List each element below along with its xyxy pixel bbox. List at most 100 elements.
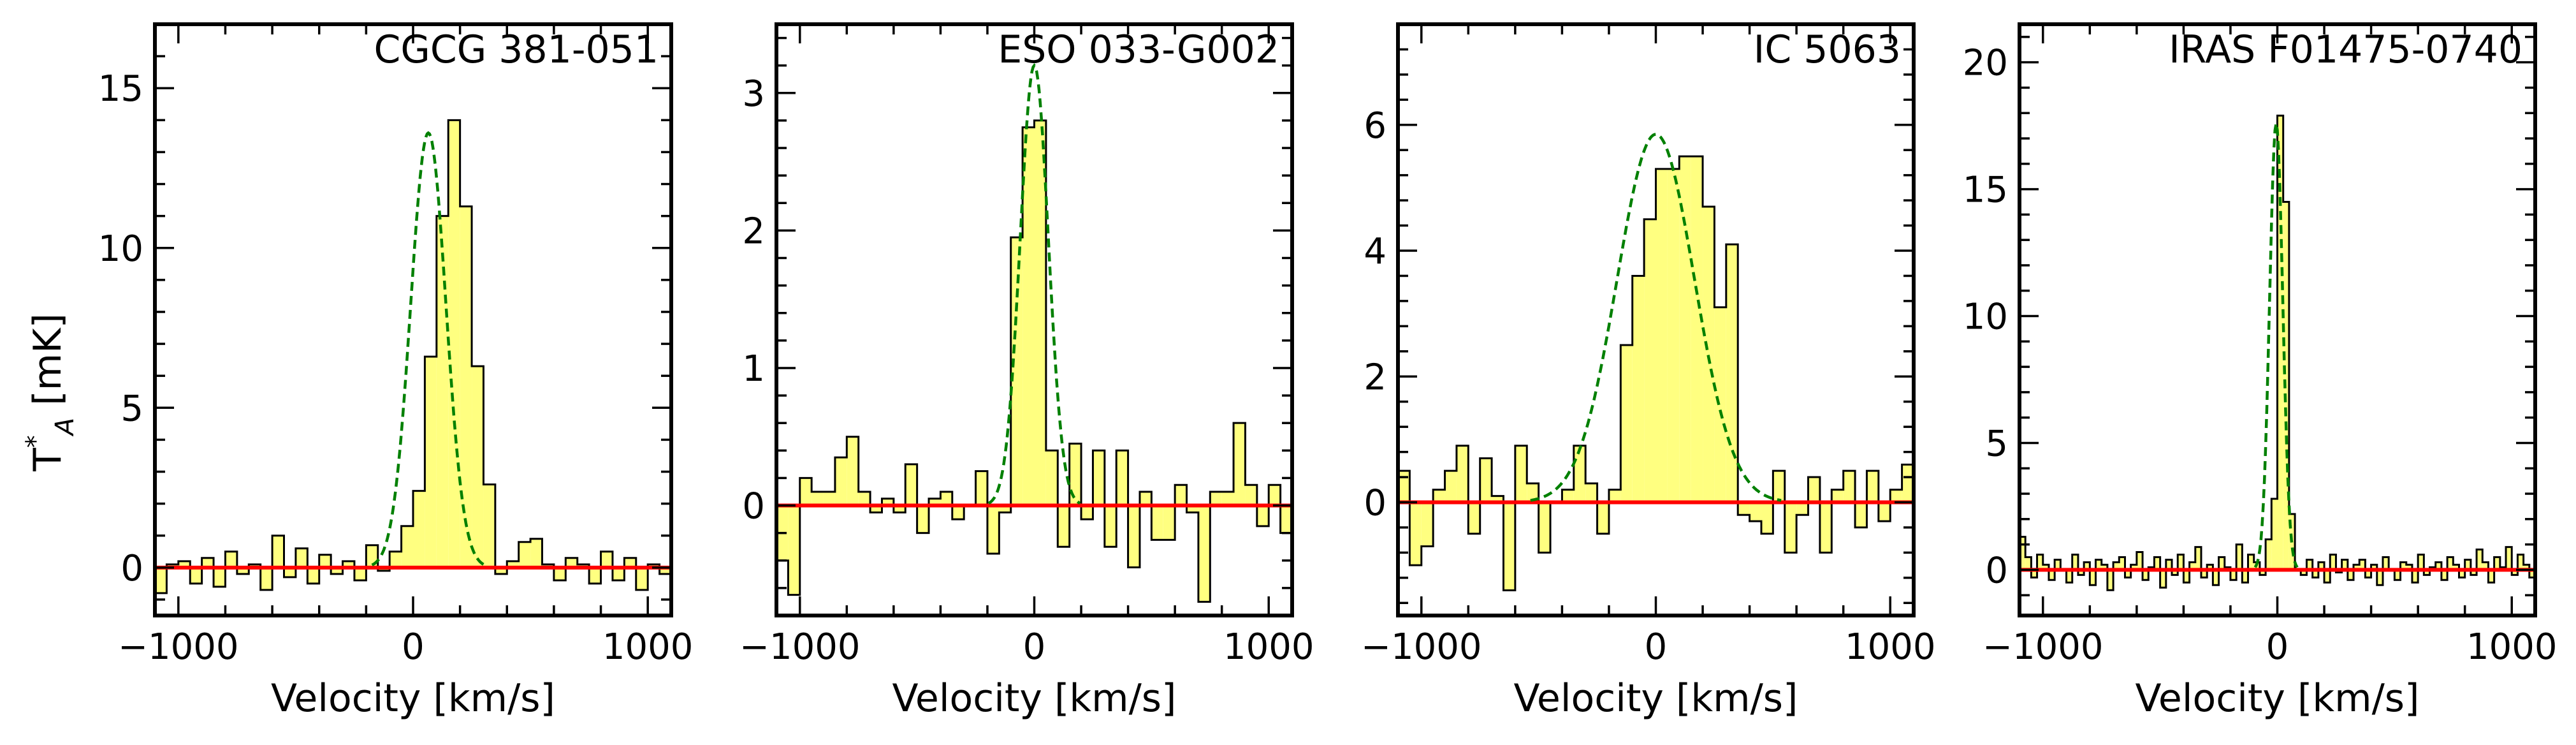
spectrum-bar bbox=[413, 491, 425, 568]
spectrum-bar bbox=[2359, 559, 2366, 570]
spectrum-bar bbox=[2183, 570, 2190, 583]
spectrum-bar bbox=[472, 366, 484, 568]
y-ticks bbox=[1398, 23, 1914, 605]
spectrum-bar bbox=[2324, 570, 2331, 583]
gaussian-fit-line bbox=[987, 63, 1081, 505]
x-axis-label: Velocity [km/s] bbox=[2136, 676, 2420, 721]
plot-area bbox=[776, 63, 1292, 603]
spectrum-bar bbox=[307, 567, 319, 584]
spectrum-bar bbox=[565, 557, 578, 568]
spectrum-bar bbox=[1444, 471, 1457, 503]
x-tick-label: 1000 bbox=[1223, 626, 1314, 668]
spectrum-bar bbox=[2107, 570, 2114, 591]
spectrum-bar bbox=[518, 542, 531, 568]
x-axis-label: Velocity [km/s] bbox=[1514, 676, 1798, 721]
spectrum-bar bbox=[295, 548, 308, 568]
spectrum-bar bbox=[1644, 219, 1656, 503]
y-ticks bbox=[776, 36, 1292, 617]
spectrum-bar bbox=[2143, 570, 2149, 580]
y-tick-label: 20 bbox=[1963, 43, 2008, 84]
spectrum-bar bbox=[1128, 505, 1140, 568]
spectrum-bar bbox=[1069, 443, 1082, 506]
spectrum-bar bbox=[1632, 276, 1645, 503]
x-ticks bbox=[2042, 24, 2513, 616]
y-ticks bbox=[2019, 36, 2535, 596]
spectrum-bar bbox=[2523, 564, 2529, 570]
y-tick-label: 0 bbox=[1985, 550, 2008, 591]
spectrum-bar bbox=[1608, 489, 1621, 503]
spectrum-bar bbox=[553, 567, 566, 580]
spectrum-bar bbox=[2418, 554, 2424, 570]
spectrum-bar bbox=[1773, 471, 1785, 503]
spectrum-bar bbox=[2160, 570, 2166, 588]
spectrum-bar bbox=[1198, 505, 1211, 602]
spectrum-bar bbox=[2488, 570, 2494, 583]
spectrum-bar bbox=[1538, 502, 1551, 553]
spectrum-bar bbox=[2236, 544, 2243, 570]
spectrum-bar bbox=[2318, 562, 2325, 570]
spectrum-bar bbox=[893, 505, 906, 513]
spectrum-bar bbox=[2354, 564, 2360, 570]
panel-1: −1000 0 1000 0 5 10 15 CGCG 381-051 Velocity [km… bbox=[98, 22, 693, 721]
spectrum-bar bbox=[1269, 485, 1281, 506]
spectrum-bar bbox=[788, 505, 800, 595]
y-tick-label: 5 bbox=[1985, 423, 2008, 464]
spectrum-bar bbox=[905, 464, 917, 506]
spectrum-bar bbox=[2207, 564, 2213, 570]
spectrum-bar bbox=[2055, 559, 2061, 570]
panel-4: −1000 0 1000 0 5 10 15 20 IRAS F01475-0740 Veloci… bbox=[1963, 22, 2557, 721]
spectrum-bar bbox=[2078, 570, 2085, 575]
spectrum-bar bbox=[847, 436, 859, 506]
spectrum-bar bbox=[1691, 156, 1703, 503]
spectrum-bar bbox=[190, 567, 202, 584]
spectrum-bar bbox=[2470, 570, 2477, 575]
spectrum-bar bbox=[1210, 491, 1222, 506]
plot-area bbox=[155, 119, 671, 594]
spectrum-bar bbox=[319, 554, 331, 568]
plot-area bbox=[2019, 114, 2535, 591]
spectrum-bar bbox=[2042, 564, 2049, 570]
y-tick-label: 3 bbox=[742, 73, 765, 115]
spectrum-bar bbox=[1527, 483, 1539, 503]
spectrum-bar bbox=[342, 561, 354, 568]
spectrum-bar bbox=[1831, 489, 1844, 503]
spectrum-bar bbox=[1045, 450, 1058, 506]
x-ticks bbox=[799, 24, 1270, 616]
spectrum-bar bbox=[2512, 570, 2518, 575]
x-tick-label: −1000 bbox=[739, 626, 860, 668]
spectrum-bar bbox=[1867, 471, 1879, 503]
spectrum-bar bbox=[2330, 554, 2336, 570]
spectrum-bar bbox=[2277, 115, 2283, 570]
spectrum-bar bbox=[1597, 502, 1609, 534]
y-tick-label: 2 bbox=[742, 210, 765, 252]
spectrum-bar bbox=[1280, 505, 1292, 533]
spectrum-bar bbox=[1081, 505, 1093, 520]
x-axis-label: Velocity [km/s] bbox=[271, 676, 555, 721]
spectrum-bar bbox=[811, 491, 824, 506]
spectrum-bar bbox=[624, 557, 636, 568]
spectrum-bar bbox=[2230, 570, 2237, 580]
spectrum-bar bbox=[2464, 559, 2471, 570]
gaussian-fit-line bbox=[371, 131, 486, 566]
gaussian-fit-line bbox=[2253, 122, 2299, 568]
spectrum-bar bbox=[589, 567, 601, 584]
x-tick-label: −1000 bbox=[1983, 626, 2103, 668]
y-tick-label: 2 bbox=[1364, 357, 1386, 398]
spectrum-bar bbox=[236, 567, 249, 574]
x-tick-label: −1000 bbox=[1361, 626, 1481, 668]
gaussian-fit-line bbox=[1530, 133, 1782, 502]
x-tick-label: 0 bbox=[1023, 626, 1046, 668]
y-tick-label: 10 bbox=[1963, 297, 2008, 338]
spectrum-bar bbox=[1714, 307, 1726, 503]
spectrum-bar bbox=[2101, 564, 2107, 570]
spectrum-bar bbox=[460, 206, 472, 568]
panel-title: CGCG 381-051 bbox=[374, 27, 659, 72]
spectrum-bar bbox=[2365, 570, 2371, 578]
x-ticks bbox=[177, 24, 649, 616]
spectrum-bar bbox=[2266, 539, 2272, 570]
spectrum-bar bbox=[1151, 505, 1163, 540]
panel-title: ESO 033-G002 bbox=[998, 27, 1279, 72]
spectrum-bar bbox=[331, 567, 343, 574]
spectrum-bar bbox=[1233, 423, 1246, 506]
spectrum-bar bbox=[659, 567, 671, 574]
